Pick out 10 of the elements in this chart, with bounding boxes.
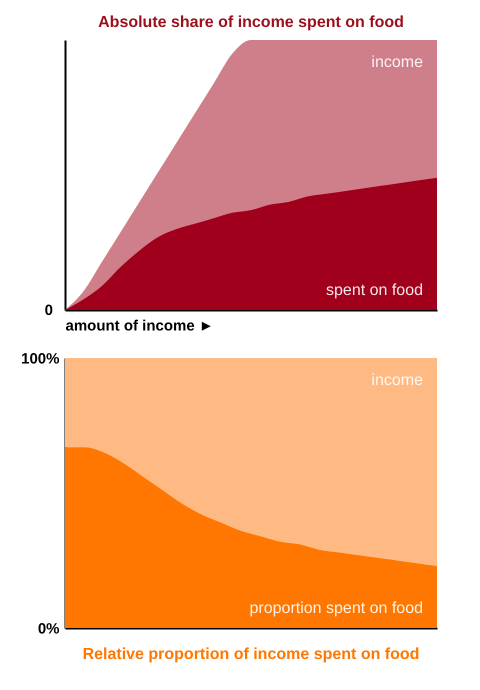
y-tick-label: 0% <box>38 620 60 638</box>
series-label: spent on food <box>326 282 423 299</box>
text: Relative proportion of income spent on food <box>82 646 420 663</box>
y-tick-label: 100% <box>21 350 60 368</box>
text: 0 <box>44 302 53 319</box>
series-label: income <box>371 54 424 71</box>
x-axis-title: amount of income ► <box>66 318 214 334</box>
series-label: income <box>371 372 424 389</box>
series-label: proportion spent on food <box>250 600 423 617</box>
chart-title: Absolute share of income spent on food <box>98 14 404 31</box>
